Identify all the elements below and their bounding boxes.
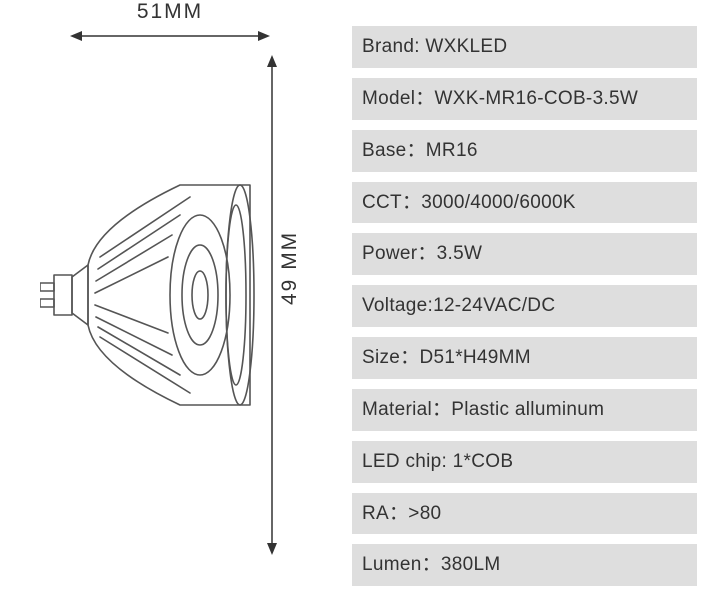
- spec-row: Base：MR16: [352, 130, 697, 172]
- spec-row: LED chip: 1*COB: [352, 441, 697, 483]
- spec-row-label: CCT：3000/4000/6000K: [362, 192, 576, 213]
- spec-row-label: Material：Plastic alluminum: [362, 399, 604, 420]
- height-dimension-label: 49 MM: [278, 231, 302, 305]
- spec-row: Model：WXK-MR16-COB-3.5W: [352, 78, 697, 120]
- spec-row: Lumen：380LM: [352, 544, 697, 586]
- spec-row-label: RA：>80: [362, 503, 441, 524]
- spec-row-label: Base：MR16: [362, 140, 478, 161]
- height-dimension: 49 MM: [262, 55, 322, 555]
- spec-row-label: Model：WXK-MR16-COB-3.5W: [362, 88, 638, 109]
- spec-row-label: Lumen：380LM: [362, 554, 501, 575]
- spec-row: RA：>80: [352, 493, 697, 535]
- width-dimension: 51MM: [70, 0, 270, 46]
- width-dimension-label: 51MM: [70, 0, 270, 24]
- spec-row: Voltage:12-24VAC/DC: [352, 285, 697, 327]
- spec-row: CCT：3000/4000/6000K: [352, 182, 697, 224]
- spec-row: Size：D51*H49MM: [352, 337, 697, 379]
- spec-list: Brand: WXKLED Model：WXK-MR16-COB-3.5W Base…: [352, 26, 697, 596]
- spec-row-label: Voltage:12-24VAC/DC: [362, 295, 555, 316]
- spec-row-label: Size：D51*H49MM: [362, 347, 531, 368]
- product-diagram: 51MM 49 MM: [0, 0, 340, 560]
- width-dimension-line: [70, 26, 270, 46]
- spec-row: Material：Plastic alluminum: [352, 389, 697, 431]
- spec-row: Brand: WXKLED: [352, 26, 697, 68]
- spec-row: Power：3.5W: [352, 233, 697, 275]
- spec-row-label: Power：3.5W: [362, 243, 482, 264]
- spec-row-label: LED chip: 1*COB: [362, 451, 513, 472]
- spec-row-label: Brand: WXKLED: [362, 36, 507, 57]
- product-drawing: [40, 165, 260, 425]
